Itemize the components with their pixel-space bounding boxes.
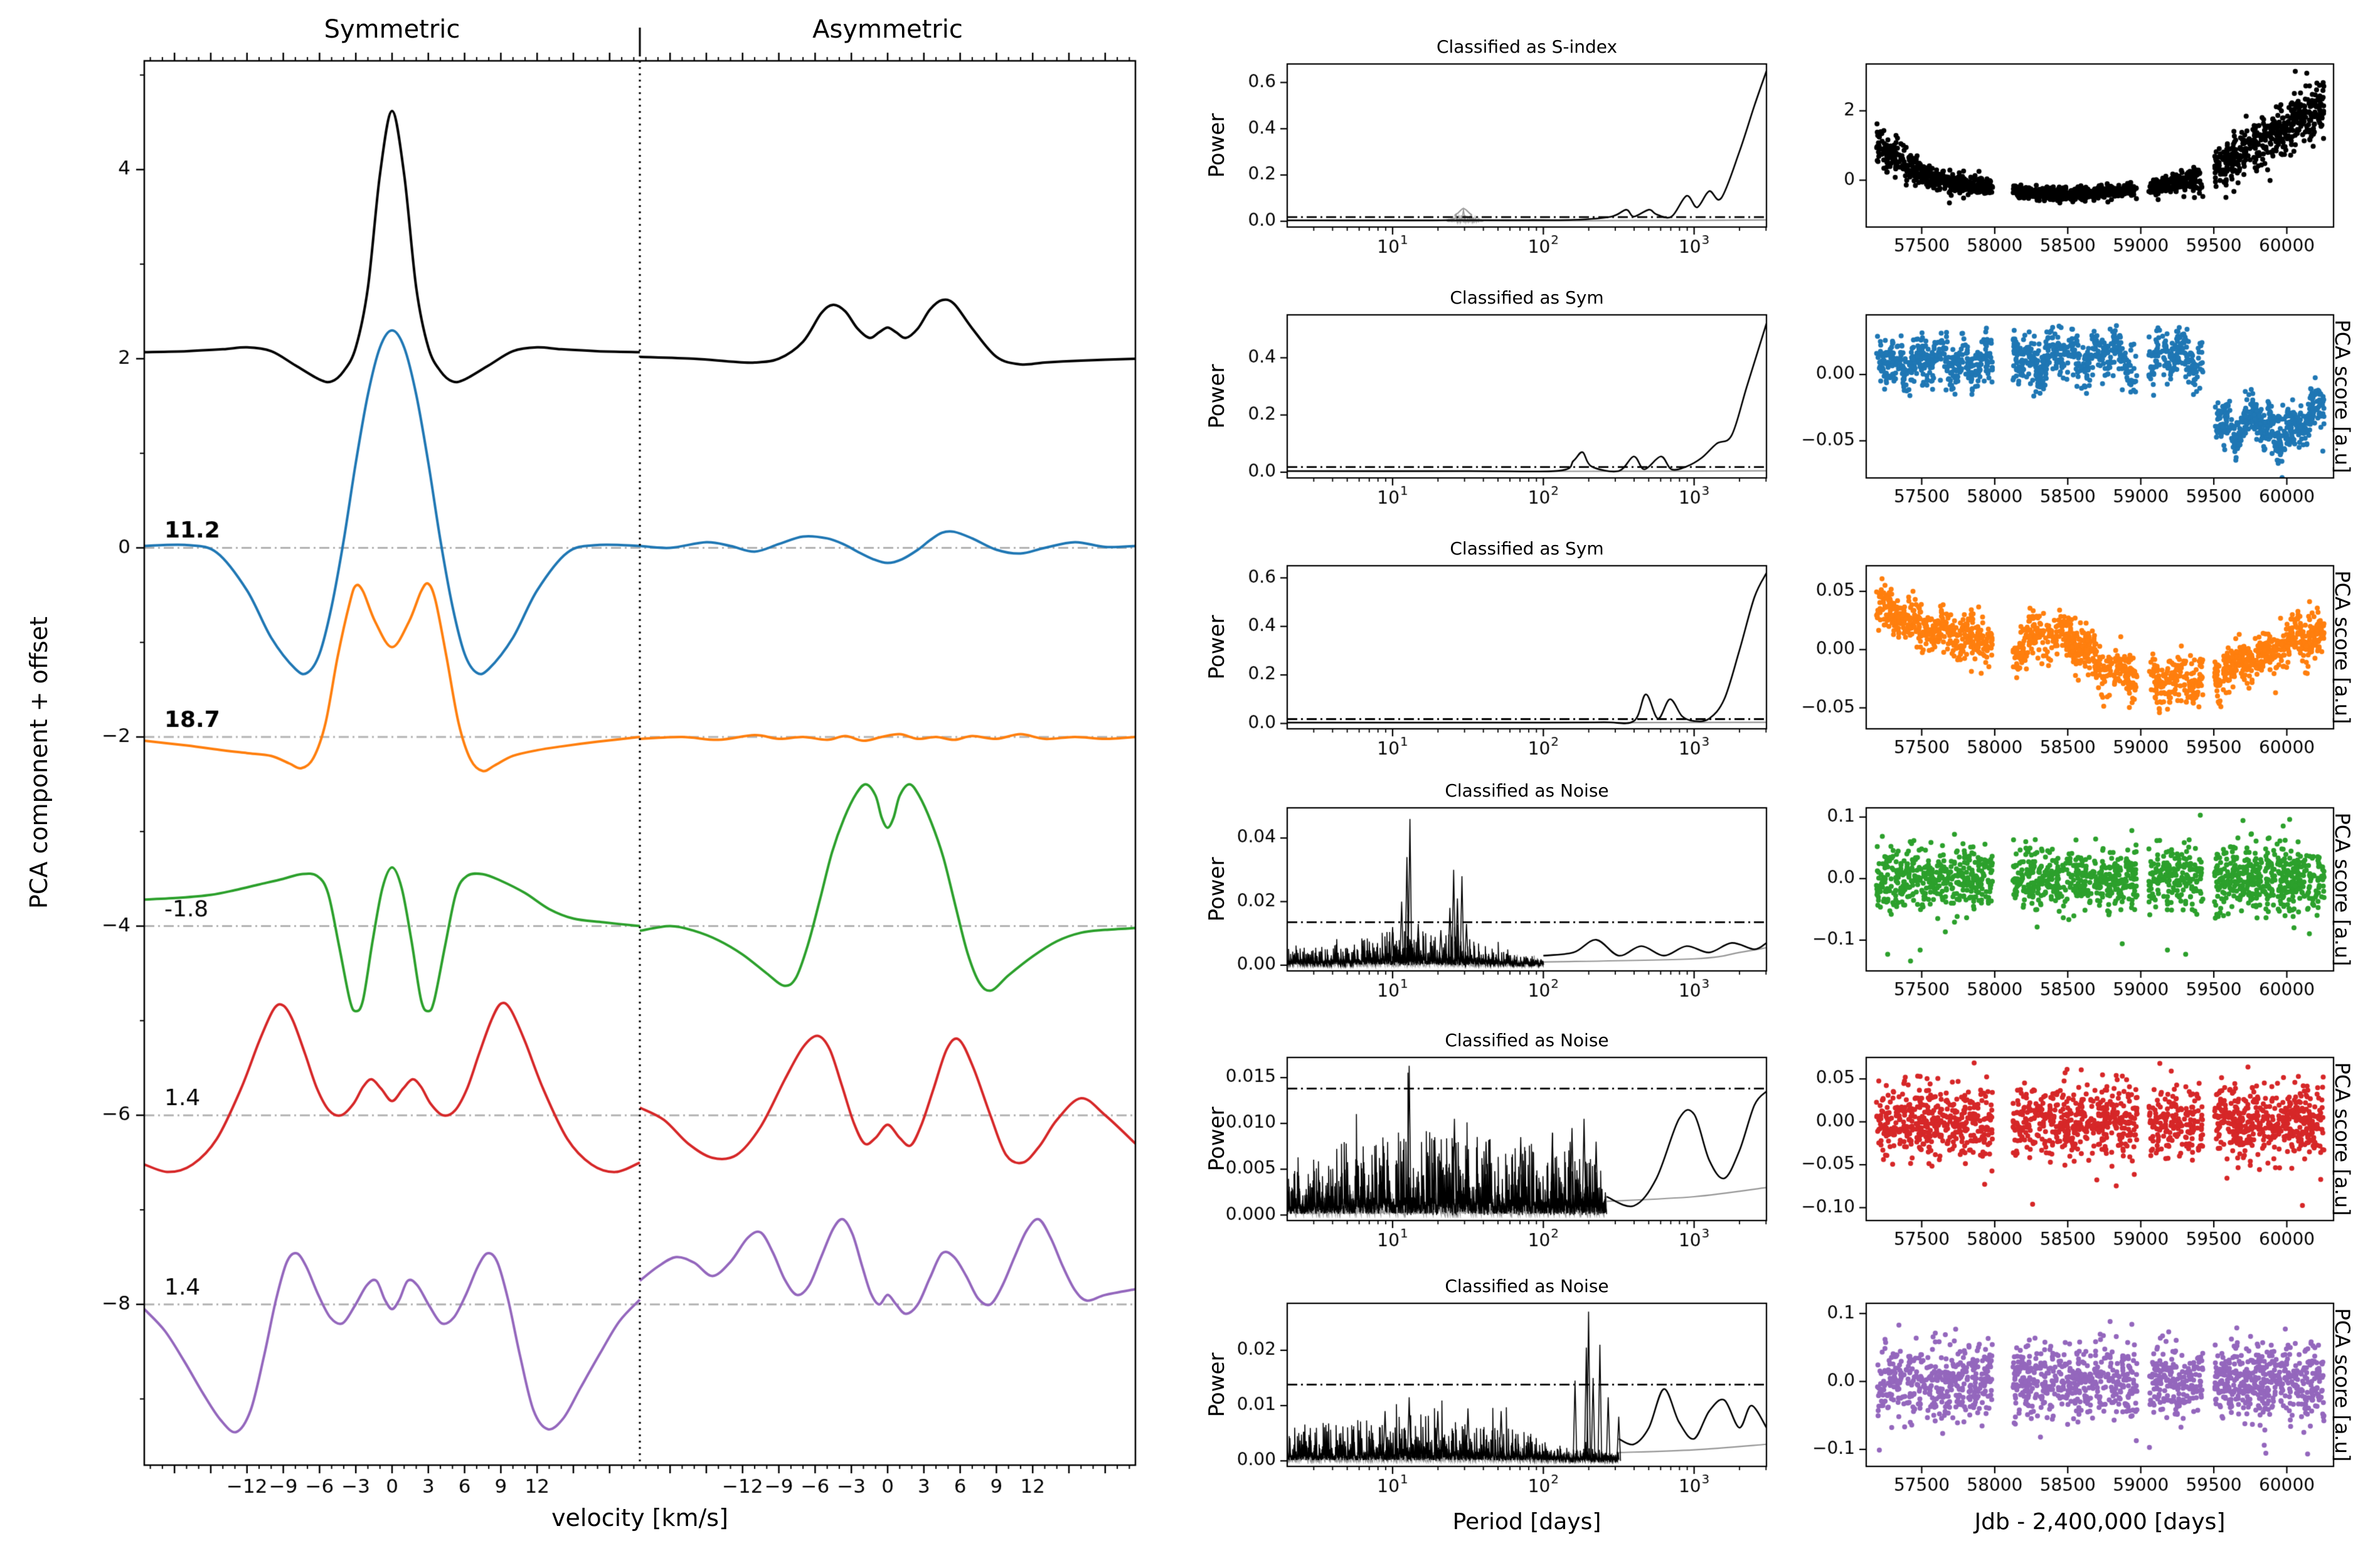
timeseries-canvas-4 bbox=[1794, 751, 2353, 1002]
pca-score-axis-label-4: PCA score [a.u] bbox=[2330, 812, 2353, 967]
periodogram-canvas-6 bbox=[1198, 1247, 1794, 1568]
periodogram-title-5: Classified as Noise bbox=[1445, 1030, 1609, 1051]
period-axis-label: Period [days] bbox=[1452, 1509, 1601, 1535]
timeseries-panel-2: PCA score [a.u] bbox=[1794, 258, 2353, 509]
left-panel-x-axis-label: velocity [km/s] bbox=[551, 1504, 728, 1532]
timeseries-panel-3: PCA score [a.u] bbox=[1794, 509, 2353, 760]
power-axis-label-1: Power bbox=[1204, 113, 1230, 178]
timeseries-canvas-6 bbox=[1794, 1247, 2353, 1568]
timeseries-panel-1 bbox=[1794, 8, 2353, 258]
pca-score-axis-label-5: PCA score [a.u] bbox=[2330, 1062, 2353, 1216]
periodogram-title-6: Classified as Noise bbox=[1445, 1276, 1609, 1296]
periodogram-title-2: Classified as Sym bbox=[1450, 287, 1604, 308]
periodogram-panel-5: Classified as Noise Power bbox=[1198, 1001, 1794, 1252]
jdb-axis-label: Jdb - 2,400,000 [days] bbox=[1974, 1509, 2226, 1535]
pca-score-axis-label-2: PCA score [a.u] bbox=[2330, 319, 2353, 474]
left-panel-title-asymmetric: Asymmetric bbox=[812, 15, 963, 44]
left-panel-y-axis-label: PCA component + offset bbox=[25, 616, 53, 909]
periodogram-canvas-2 bbox=[1198, 258, 1794, 509]
periodogram-canvas-3 bbox=[1198, 509, 1794, 760]
periodogram-canvas-4 bbox=[1198, 751, 1794, 1002]
periodogram-canvas-1 bbox=[1198, 8, 1794, 258]
timeseries-canvas-3 bbox=[1794, 509, 2353, 760]
periodogram-panel-2: Classified as Sym Power bbox=[1198, 258, 1794, 509]
pca-score-axis-label-3: PCA score [a.u] bbox=[2330, 570, 2353, 724]
timeseries-panel-5: PCA score [a.u] bbox=[1794, 1001, 2353, 1252]
timeseries-panel-6: PCA score [a.u] Jdb - 2,400,000 [days] bbox=[1794, 1247, 2353, 1568]
timeseries-canvas-2 bbox=[1794, 258, 2353, 509]
timeseries-panel-4: PCA score [a.u] bbox=[1794, 751, 2353, 1002]
periodogram-title-4: Classified as Noise bbox=[1445, 780, 1609, 801]
pca-components-panel: Symmetric Asymmetric PCA component + offse… bbox=[0, 0, 1198, 1568]
pca-score-axis-label-6: PCA score [a.u] bbox=[2330, 1308, 2353, 1462]
power-axis-label-4: Power bbox=[1204, 857, 1230, 922]
periodogram-canvas-5 bbox=[1198, 1001, 1794, 1252]
periodogram-panel-3: Classified as Sym Power bbox=[1198, 509, 1794, 760]
timeseries-canvas-1 bbox=[1794, 8, 2353, 258]
timeseries-column: PCA score [a.u] PCA score [a.u] PCA score … bbox=[1794, 0, 2353, 1568]
power-axis-label-2: Power bbox=[1204, 364, 1230, 429]
pca-components-canvas bbox=[0, 0, 1198, 1568]
periodogram-panel-1: Classified as S-index Power bbox=[1198, 8, 1794, 258]
timeseries-canvas-5 bbox=[1794, 1001, 2353, 1252]
left-panel-title-symmetric: Symmetric bbox=[324, 15, 460, 44]
periodogram-title-3: Classified as Sym bbox=[1450, 538, 1604, 559]
power-axis-label-5: Power bbox=[1204, 1106, 1230, 1172]
periodogram-panel-4: Classified as Noise Power bbox=[1198, 751, 1794, 1002]
power-axis-label-3: Power bbox=[1204, 615, 1230, 680]
periodogram-panel-6: Classified as Noise Power Period [days] bbox=[1198, 1247, 1794, 1568]
power-axis-label-6: Power bbox=[1204, 1352, 1230, 1417]
periodogram-column: Classified as S-index Power Classified as … bbox=[1198, 0, 1794, 1568]
periodogram-title-1: Classified as S-index bbox=[1436, 36, 1618, 57]
